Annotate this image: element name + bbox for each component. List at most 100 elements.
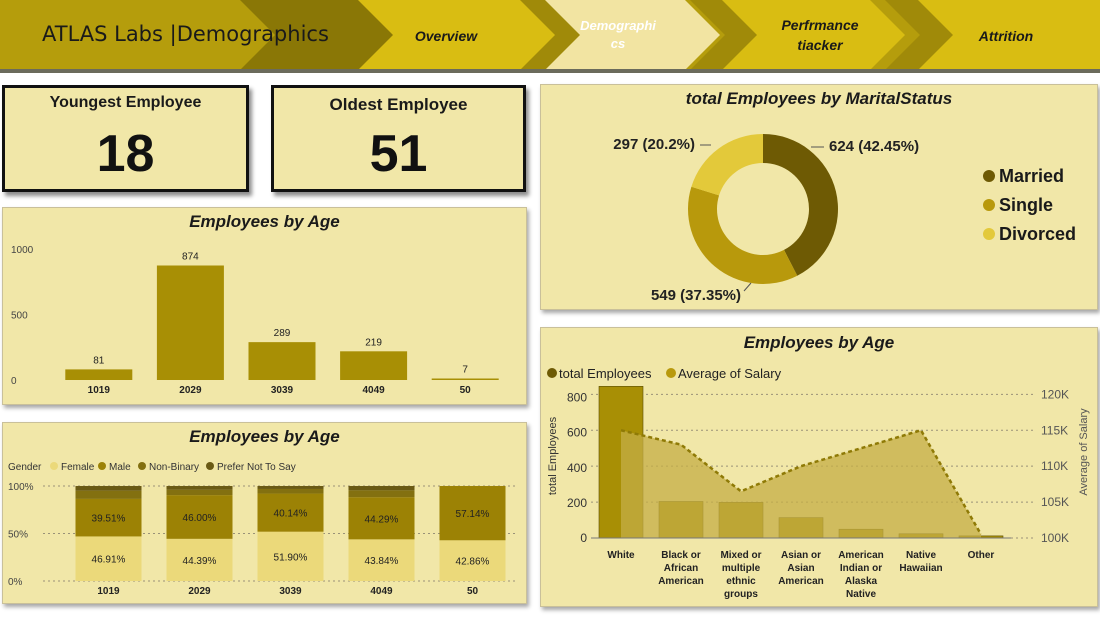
donut-slice (691, 134, 763, 196)
marital-donut-chart: 624 (42.45%) 549 (37.35%) 297 (20.2%) Marri… (613, 134, 1076, 304)
stack-segment (75, 498, 142, 537)
nav-chevron-performance[interactable] (722, 0, 905, 70)
leader-line (743, 282, 752, 292)
stack-segment (348, 486, 415, 491)
x-tick-label: Alaska (845, 576, 878, 587)
legend-marker (983, 170, 995, 182)
stack-segment (439, 486, 506, 541)
stack-segment (166, 538, 233, 581)
legend-marker (983, 199, 995, 211)
y2-tick-label: 105K (1041, 495, 1069, 509)
x-tick-label: 2029 (179, 385, 202, 396)
bar (340, 351, 408, 380)
legend-label: Married (999, 166, 1064, 186)
banner-divider (0, 69, 1100, 73)
data-label: 874 (182, 252, 199, 263)
data-label: 549 (37.35%) (651, 287, 741, 304)
stack-segment (257, 493, 324, 532)
legend-marker (666, 368, 676, 378)
x-tick-label: American (838, 550, 884, 561)
stack-segment (257, 531, 324, 581)
age-gender-chart: Gender Female Male Non-Binary Prefer Not To … (8, 462, 518, 597)
x-tick-label: 3039 (271, 385, 294, 396)
x-tick-label: 50 (467, 586, 479, 597)
legend-marker (138, 462, 146, 470)
nav-tab-demographics[interactable]: Demographi cs (580, 18, 656, 51)
data-label: 297 (20.2%) (613, 136, 695, 153)
chart-title: total Employees by MaritalStatus (685, 89, 953, 108)
donut-slice (763, 134, 838, 276)
nav-tab-attrition[interactable]: Attrition (978, 28, 1034, 44)
x-tick-label: 4049 (362, 385, 385, 396)
y2-axis-label: Average of Salary (1078, 408, 1090, 496)
oldest-employee-card: Oldest Employee 51 (271, 85, 526, 192)
legend-label: Non-Binary (149, 462, 199, 473)
stack-segment (75, 536, 142, 581)
x-tick-label: African (664, 563, 698, 574)
y2-tick-label: 110K (1041, 459, 1068, 473)
y2-tick-label: 120K (1041, 387, 1069, 401)
legend-title: Gender (8, 462, 42, 473)
legend-marker (50, 462, 58, 470)
y-tick-label: 800 (567, 391, 587, 405)
data-label: 39.51% (92, 514, 126, 525)
data-label: 7 (462, 365, 468, 376)
x-tick-label: American (658, 576, 704, 587)
y-tick-label: 0 (580, 531, 587, 545)
nav-tab-overview[interactable]: Overview (414, 28, 478, 44)
y-tick-label: 100% (8, 482, 34, 493)
stack-segment (257, 488, 324, 494)
x-tick-label: 1019 (97, 586, 120, 597)
nav-chevron-overview[interactable] (358, 0, 555, 70)
y2-tick-label: 100K (1041, 531, 1069, 545)
stack-segment (75, 486, 142, 491)
y-tick-label: 0% (8, 577, 23, 588)
age-gender-card: Employees by Age Gender Female Male Non-Bin… (2, 422, 527, 604)
x-tick-label: multiple (722, 563, 761, 574)
legend-label: Average of Salary (678, 366, 782, 381)
chart-title: Employees by Age (743, 333, 895, 352)
stack-segment (257, 486, 324, 489)
y-tick-label: 400 (567, 461, 587, 475)
stack-segment (166, 495, 233, 539)
x-tick-label: White (607, 550, 635, 561)
y-tick-label: 600 (567, 426, 587, 440)
legend-marker (206, 462, 214, 470)
data-label: 81 (93, 355, 105, 366)
ethnicity-combo-card: Employees by Age total Employees Average … (540, 327, 1098, 607)
y-tick-label: 500 (11, 311, 28, 322)
marital-status-card: total Employees by MaritalStatus 624 (42… (540, 84, 1098, 310)
salary-area (621, 430, 981, 538)
x-tick-label: Indian or (840, 563, 882, 574)
bar (431, 378, 499, 380)
legend-label: total Employees (559, 366, 652, 381)
stack-segment (439, 540, 506, 581)
legend-marker (547, 368, 557, 378)
youngest-employee-card: Youngest Employee 18 (2, 85, 249, 192)
x-tick-label: 3039 (279, 586, 302, 597)
x-tick-label: Native (846, 589, 876, 600)
x-tick-label: Asian or (781, 550, 821, 561)
legend-label: Single (999, 195, 1053, 215)
nav-chevron-attrition[interactable] (918, 0, 1100, 70)
legend-label: Female (61, 462, 95, 473)
x-tick-label: 2029 (188, 586, 211, 597)
stack-segment (348, 497, 415, 540)
data-label: 44.29% (365, 514, 399, 525)
stack-segment (166, 486, 233, 490)
stack-segment (166, 489, 233, 496)
data-label: 624 (42.45%) (829, 138, 919, 155)
x-tick-label: Native (906, 550, 936, 561)
nav-chevrons (240, 0, 1100, 70)
data-label: 289 (274, 328, 291, 339)
nav-chevron-demographics[interactable] (545, 0, 720, 70)
x-tick-label: Mixed or (720, 550, 761, 561)
stack-segment (348, 490, 415, 498)
oldest-employee-label: Oldest Employee (329, 95, 468, 114)
x-tick-label: Asian (787, 563, 814, 574)
nav-tab-performance[interactable]: Perfrmance tiacker (781, 17, 859, 53)
x-tick-label: groups (724, 589, 758, 600)
data-label: 40.14% (274, 509, 308, 520)
ethnicity-combo-chart: total Employees Average of Salary 0 200 400 6… (547, 366, 1090, 600)
oldest-employee-value: 51 (369, 125, 428, 183)
